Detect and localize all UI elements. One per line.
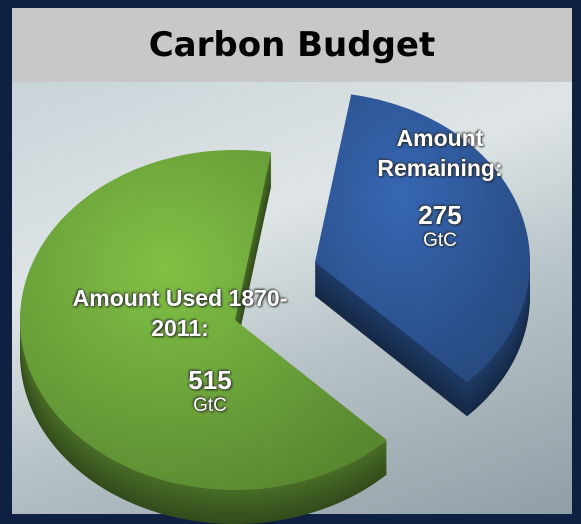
slice-value: 515: [160, 365, 260, 396]
slice-unit: GtC: [390, 230, 490, 252]
slice-label: Amount Used 1870-2011:: [60, 283, 300, 343]
slide: Carbon Budget Amount Used 1870-2011: 515…: [0, 0, 581, 524]
pie-chart: [0, 0, 581, 524]
slice-value: 275: [390, 200, 490, 231]
slice-label: Amount Remaining:: [345, 123, 535, 183]
slice-unit: GtC: [160, 395, 260, 417]
